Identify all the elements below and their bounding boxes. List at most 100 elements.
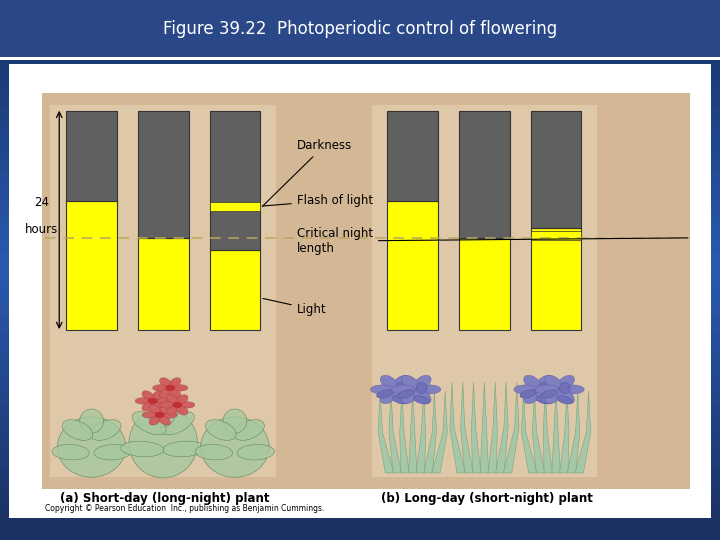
Circle shape <box>166 384 175 391</box>
Bar <box>0 396 720 405</box>
Bar <box>0 144 720 153</box>
Text: Figure 39.22  Photoperiodic control of flowering: Figure 39.22 Photoperiodic control of fl… <box>163 20 557 38</box>
Polygon shape <box>432 391 447 473</box>
Ellipse shape <box>535 385 559 394</box>
Ellipse shape <box>152 402 163 411</box>
Ellipse shape <box>80 409 104 433</box>
Ellipse shape <box>559 382 570 394</box>
Bar <box>0 135 720 144</box>
Bar <box>50 105 132 477</box>
Ellipse shape <box>414 375 431 389</box>
Polygon shape <box>480 382 489 473</box>
Polygon shape <box>378 391 394 473</box>
Bar <box>0 252 720 261</box>
Ellipse shape <box>541 390 557 398</box>
Polygon shape <box>488 382 498 473</box>
Text: Light: Light <box>263 299 326 316</box>
Bar <box>387 111 438 201</box>
Ellipse shape <box>149 416 161 425</box>
Bar <box>42 93 690 489</box>
Bar <box>0 162 720 171</box>
Ellipse shape <box>557 375 575 389</box>
Bar <box>0 414 720 423</box>
Text: (b) Long-day (short-night) plant: (b) Long-day (short-night) plant <box>381 492 593 505</box>
Ellipse shape <box>401 375 418 389</box>
Ellipse shape <box>161 411 194 435</box>
Bar <box>372 105 454 477</box>
Ellipse shape <box>121 441 164 457</box>
Bar <box>0 468 720 477</box>
Ellipse shape <box>152 391 163 400</box>
Polygon shape <box>461 382 473 473</box>
Bar <box>0 81 720 90</box>
Ellipse shape <box>417 385 441 394</box>
Bar <box>0 234 720 243</box>
Bar <box>0 378 720 387</box>
Polygon shape <box>552 391 560 473</box>
Ellipse shape <box>52 444 89 460</box>
Ellipse shape <box>523 375 541 389</box>
Bar <box>42 93 657 489</box>
Bar <box>0 279 720 288</box>
Bar <box>0 342 720 351</box>
Ellipse shape <box>523 389 541 403</box>
Ellipse shape <box>545 375 562 389</box>
Ellipse shape <box>159 405 171 414</box>
Ellipse shape <box>151 399 175 427</box>
Bar <box>0 54 720 63</box>
Ellipse shape <box>142 391 153 400</box>
Ellipse shape <box>58 417 126 477</box>
Text: 24: 24 <box>34 196 49 209</box>
Bar <box>0 126 720 135</box>
Bar <box>0 405 720 414</box>
Text: hours: hours <box>25 223 58 236</box>
Bar <box>531 231 581 240</box>
Ellipse shape <box>94 444 131 460</box>
Bar <box>9 64 711 518</box>
Bar <box>0 360 720 369</box>
Polygon shape <box>532 391 545 473</box>
Ellipse shape <box>163 441 206 457</box>
Text: Copyright © Pearson Education  Inc., publishing as Benjamin Cummings.: Copyright © Pearson Education Inc., publ… <box>45 504 325 513</box>
Bar <box>0 432 720 441</box>
Ellipse shape <box>179 402 195 408</box>
Ellipse shape <box>169 389 181 398</box>
Polygon shape <box>575 391 590 473</box>
Polygon shape <box>416 391 426 473</box>
Ellipse shape <box>160 402 175 408</box>
Bar <box>0 9 720 18</box>
Bar <box>0 513 720 522</box>
Bar <box>138 238 189 330</box>
Bar <box>0 57 720 60</box>
Bar <box>0 270 720 279</box>
Bar <box>0 36 720 45</box>
Ellipse shape <box>91 420 121 440</box>
Bar <box>0 531 720 540</box>
Bar <box>0 180 720 189</box>
Bar <box>459 238 510 330</box>
Ellipse shape <box>416 382 427 394</box>
Bar <box>0 333 720 342</box>
Ellipse shape <box>234 420 264 440</box>
Ellipse shape <box>223 409 247 433</box>
Bar <box>0 450 720 459</box>
Ellipse shape <box>205 420 236 440</box>
Bar <box>138 111 189 238</box>
Ellipse shape <box>155 398 170 404</box>
Ellipse shape <box>414 389 431 403</box>
Ellipse shape <box>169 378 181 387</box>
Bar <box>0 441 720 450</box>
Bar <box>0 423 720 432</box>
Ellipse shape <box>159 416 171 425</box>
Ellipse shape <box>520 390 536 398</box>
Ellipse shape <box>545 389 562 403</box>
Ellipse shape <box>153 384 168 391</box>
Polygon shape <box>543 391 552 473</box>
Bar <box>0 189 720 198</box>
Ellipse shape <box>536 396 552 404</box>
Bar <box>531 228 581 330</box>
Bar <box>515 105 597 477</box>
Bar <box>0 117 720 126</box>
Bar <box>0 459 720 468</box>
Bar <box>387 201 438 330</box>
